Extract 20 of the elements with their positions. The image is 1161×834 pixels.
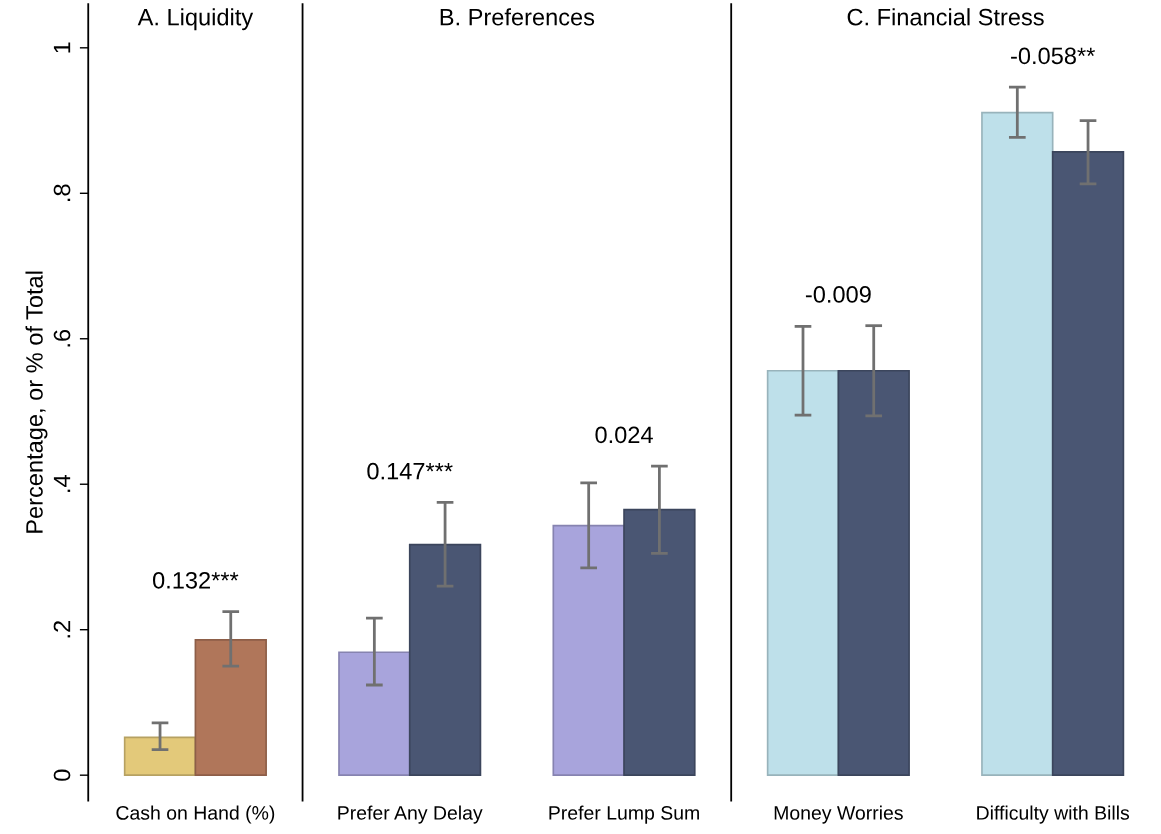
x-tick-label: Difficulty with Bills [977,805,1130,824]
annotation: 0.024 [595,426,653,444]
annotation: 0.132*** [152,571,239,589]
chart-title: A. Liquidity [137,8,254,31]
y-tick-label: .4 [53,475,71,492]
y-tick-label: .8 [53,184,71,201]
y-tick-label: .6 [53,329,71,347]
x-tick-label: Cash on Hand (%) [116,805,275,824]
y-tick-label: 1 [53,42,71,53]
x-tick-label: Prefer Any Delay [338,805,483,824]
annotation: 0.147*** [367,462,453,480]
x-tick-label: Money Worries [774,805,903,824]
y-axis-title: Percentage, or % of Total [25,271,48,533]
annotation: -0.058** [1011,47,1095,65]
y-tick-label: .2 [53,621,71,638]
y-tick-label: 0 [53,769,71,781]
x-tick-label: Prefer Lump Sum [549,805,699,824]
chart-title: C. Financial Stress [847,8,1044,26]
chart-title: B. Preferences [440,8,595,26]
annotation: -0.009 [805,286,871,303]
